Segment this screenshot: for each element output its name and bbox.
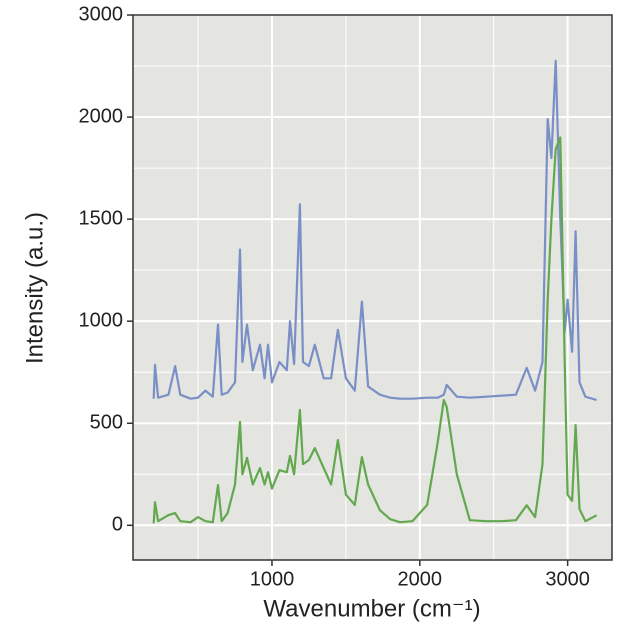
x-axis-label: Wavenumber (cm⁻¹): [263, 595, 480, 622]
x-tick-label: 1000: [250, 568, 295, 590]
spectrum-line: [152, 59, 597, 402]
y-tick-label: 1000: [79, 309, 124, 331]
spectrum-line: [152, 136, 598, 524]
y-tick-label: 0: [112, 514, 123, 536]
y-tick-label: 1500: [79, 207, 124, 229]
y-tick-label: 3000: [79, 3, 124, 25]
y-tick-label: 500: [90, 412, 123, 434]
y-axis-label: Intensity (a.u.): [21, 212, 48, 364]
plot-border: [132, 14, 613, 561]
y-tick-label: 2000: [79, 105, 124, 127]
x-tick-label: 3000: [545, 568, 590, 590]
x-tick-label: 2000: [398, 568, 443, 590]
plot-background: [133, 15, 612, 560]
